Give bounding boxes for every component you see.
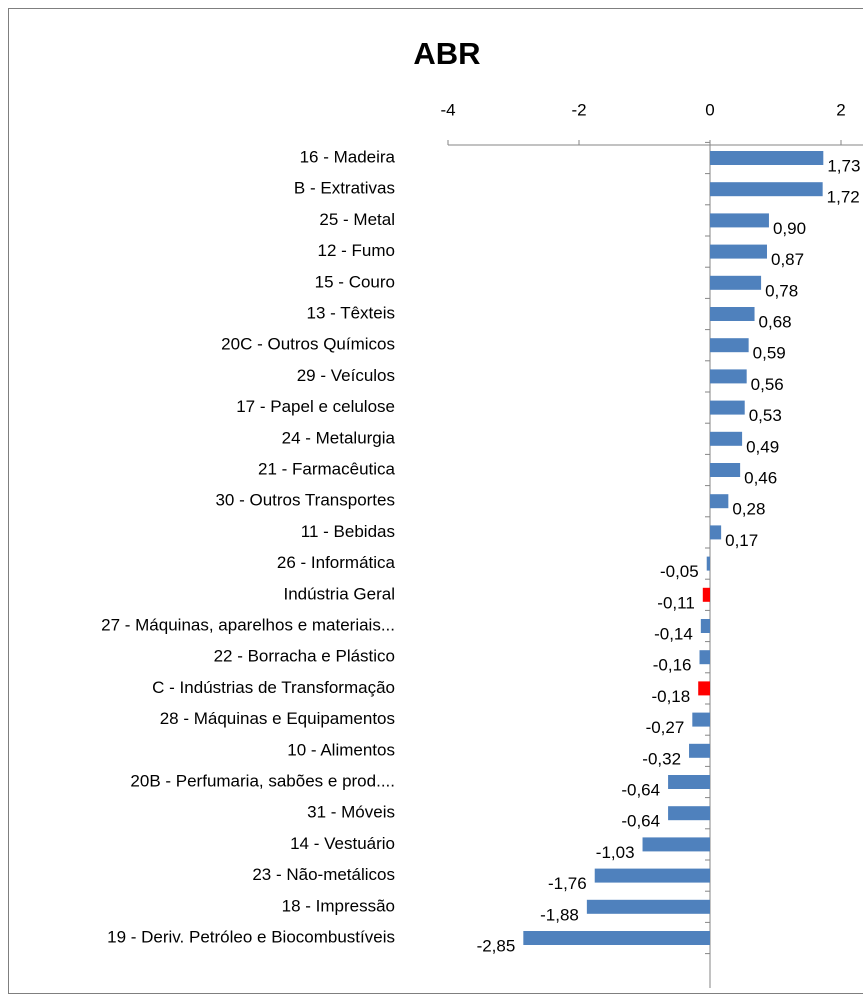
y-tick-label: 26 - Informática xyxy=(277,553,396,572)
y-tick-label: 19 - Deriv. Petróleo e Biocombustíveis xyxy=(107,927,395,946)
x-tick-label: 2 xyxy=(836,100,845,119)
y-tick-label: 24 - Metalurgia xyxy=(282,428,396,447)
y-tick-label: 31 - Móveis xyxy=(307,803,395,822)
bar xyxy=(699,650,710,665)
bar xyxy=(594,868,710,883)
value-label: -0,11 xyxy=(657,593,695,612)
value-label: -1,76 xyxy=(548,874,587,893)
bar xyxy=(710,431,743,446)
y-tick-label: 14 - Vestuário xyxy=(290,834,395,853)
bar xyxy=(710,525,722,540)
y-tick-label: 15 - Couro xyxy=(315,272,395,291)
bar xyxy=(668,806,710,821)
value-label: 0,90 xyxy=(773,219,806,238)
value-label: 0,78 xyxy=(765,281,798,300)
value-label: 0,17 xyxy=(725,531,758,550)
bar xyxy=(706,556,710,571)
y-tick-label: 21 - Farmacêutica xyxy=(258,459,396,478)
y-tick-label: 29 - Veículos xyxy=(297,366,395,385)
value-label: 0,68 xyxy=(759,312,792,331)
x-tick-label: -2 xyxy=(571,100,586,119)
bar xyxy=(710,244,767,259)
value-label: -0,18 xyxy=(651,687,690,706)
value-label: 0,46 xyxy=(744,468,777,487)
y-tick-label: 20C - Outros Químicos xyxy=(221,335,395,354)
y-tick-label: 27 - Máquinas, aparelhos e materiais... xyxy=(101,615,395,634)
value-label: 0,56 xyxy=(751,375,784,394)
y-tick-label: 23 - Não-metálicos xyxy=(252,865,395,884)
bar xyxy=(702,587,710,602)
bar xyxy=(710,213,769,228)
bar xyxy=(586,899,710,914)
value-label: 0,28 xyxy=(732,500,765,519)
y-tick-label: C - Indústrias de Transformação xyxy=(152,678,395,697)
y-tick-label: 17 - Papel e celulose xyxy=(236,397,395,416)
y-tick-label: 11 - Bebidas xyxy=(301,522,395,541)
value-label: 1,73 xyxy=(827,156,860,175)
value-label: -0,27 xyxy=(646,718,685,737)
value-label: -0,16 xyxy=(653,656,692,675)
value-label: 0,49 xyxy=(746,437,779,456)
bar xyxy=(710,338,749,353)
value-label: -1,03 xyxy=(596,843,635,862)
bar xyxy=(692,712,710,727)
value-label: 0,59 xyxy=(753,344,786,363)
y-tick-label: 12 - Fumo xyxy=(318,241,395,260)
bar xyxy=(710,494,729,509)
bar xyxy=(689,743,710,758)
value-label: -2,85 xyxy=(477,936,516,955)
value-label: -0,64 xyxy=(621,780,660,799)
bar xyxy=(700,619,710,633)
y-tick-label: B - Extrativas xyxy=(294,179,395,198)
y-tick-label: 22 - Borracha e Plástico xyxy=(214,647,395,666)
value-label: -1,88 xyxy=(540,905,579,924)
value-label: -0,64 xyxy=(621,812,660,831)
y-tick-label: 28 - Máquinas e Equipamentos xyxy=(160,709,395,728)
bar xyxy=(710,151,824,165)
value-label: 1,72 xyxy=(827,188,860,207)
bar xyxy=(710,275,762,290)
y-tick-label: 10 - Alimentos xyxy=(287,740,395,759)
bar xyxy=(710,463,741,477)
bar xyxy=(668,775,710,789)
bar xyxy=(710,307,755,321)
bar xyxy=(710,369,747,384)
x-tick-label: -4 xyxy=(440,100,455,119)
bar xyxy=(523,931,710,945)
value-label: 0,87 xyxy=(771,250,804,269)
value-label: -0,14 xyxy=(654,624,693,643)
value-label: -0,32 xyxy=(642,749,681,768)
y-tick-label: Indústria Geral xyxy=(284,584,396,603)
chart-title: ABR xyxy=(413,36,480,71)
value-label: 0,53 xyxy=(749,406,782,425)
bar xyxy=(642,837,710,852)
bar xyxy=(710,182,823,197)
y-tick-label: 20B - Perfumaria, sabões e prod.... xyxy=(130,771,395,790)
x-tick-label: 0 xyxy=(705,100,714,119)
y-tick-label: 16 - Madeira xyxy=(300,147,396,166)
y-tick-label: 18 - Impressão xyxy=(282,896,395,915)
y-tick-label: 13 - Têxteis xyxy=(306,303,395,322)
y-tick-label: 25 - Metal xyxy=(319,210,395,229)
y-tick-label: 30 - Outros Transportes xyxy=(215,491,395,510)
bar xyxy=(698,681,710,696)
bar xyxy=(710,400,745,415)
value-label: -0,05 xyxy=(660,562,699,581)
